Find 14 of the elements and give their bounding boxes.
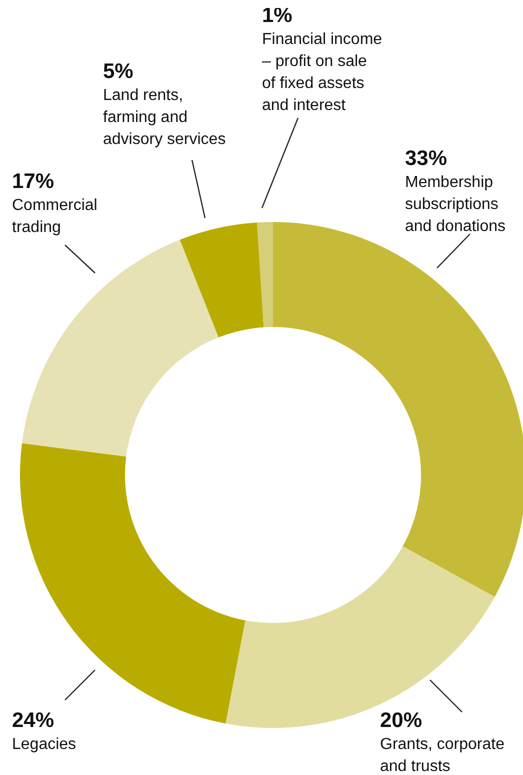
slice-label: Legacies [12,736,76,753]
data-label: 5% [103,60,134,83]
slice-label: Membership subscriptions and donations [405,174,506,235]
data-label: 33% [405,147,448,170]
slice-label: Land rents, farming and advisory services [103,87,226,148]
donut-slice [180,222,264,338]
slice-label: Commercial trading [12,197,98,236]
data-label: 24% [12,709,54,732]
data-label: 20% [380,709,422,732]
slice-label: Grants, corporate and trusts [380,736,505,775]
data-label: 17% [12,170,54,193]
donut-slice [22,240,219,456]
slice-label: Financial income – profit on sale of fixed assets and interest [262,31,382,114]
donut-slice [257,222,273,328]
